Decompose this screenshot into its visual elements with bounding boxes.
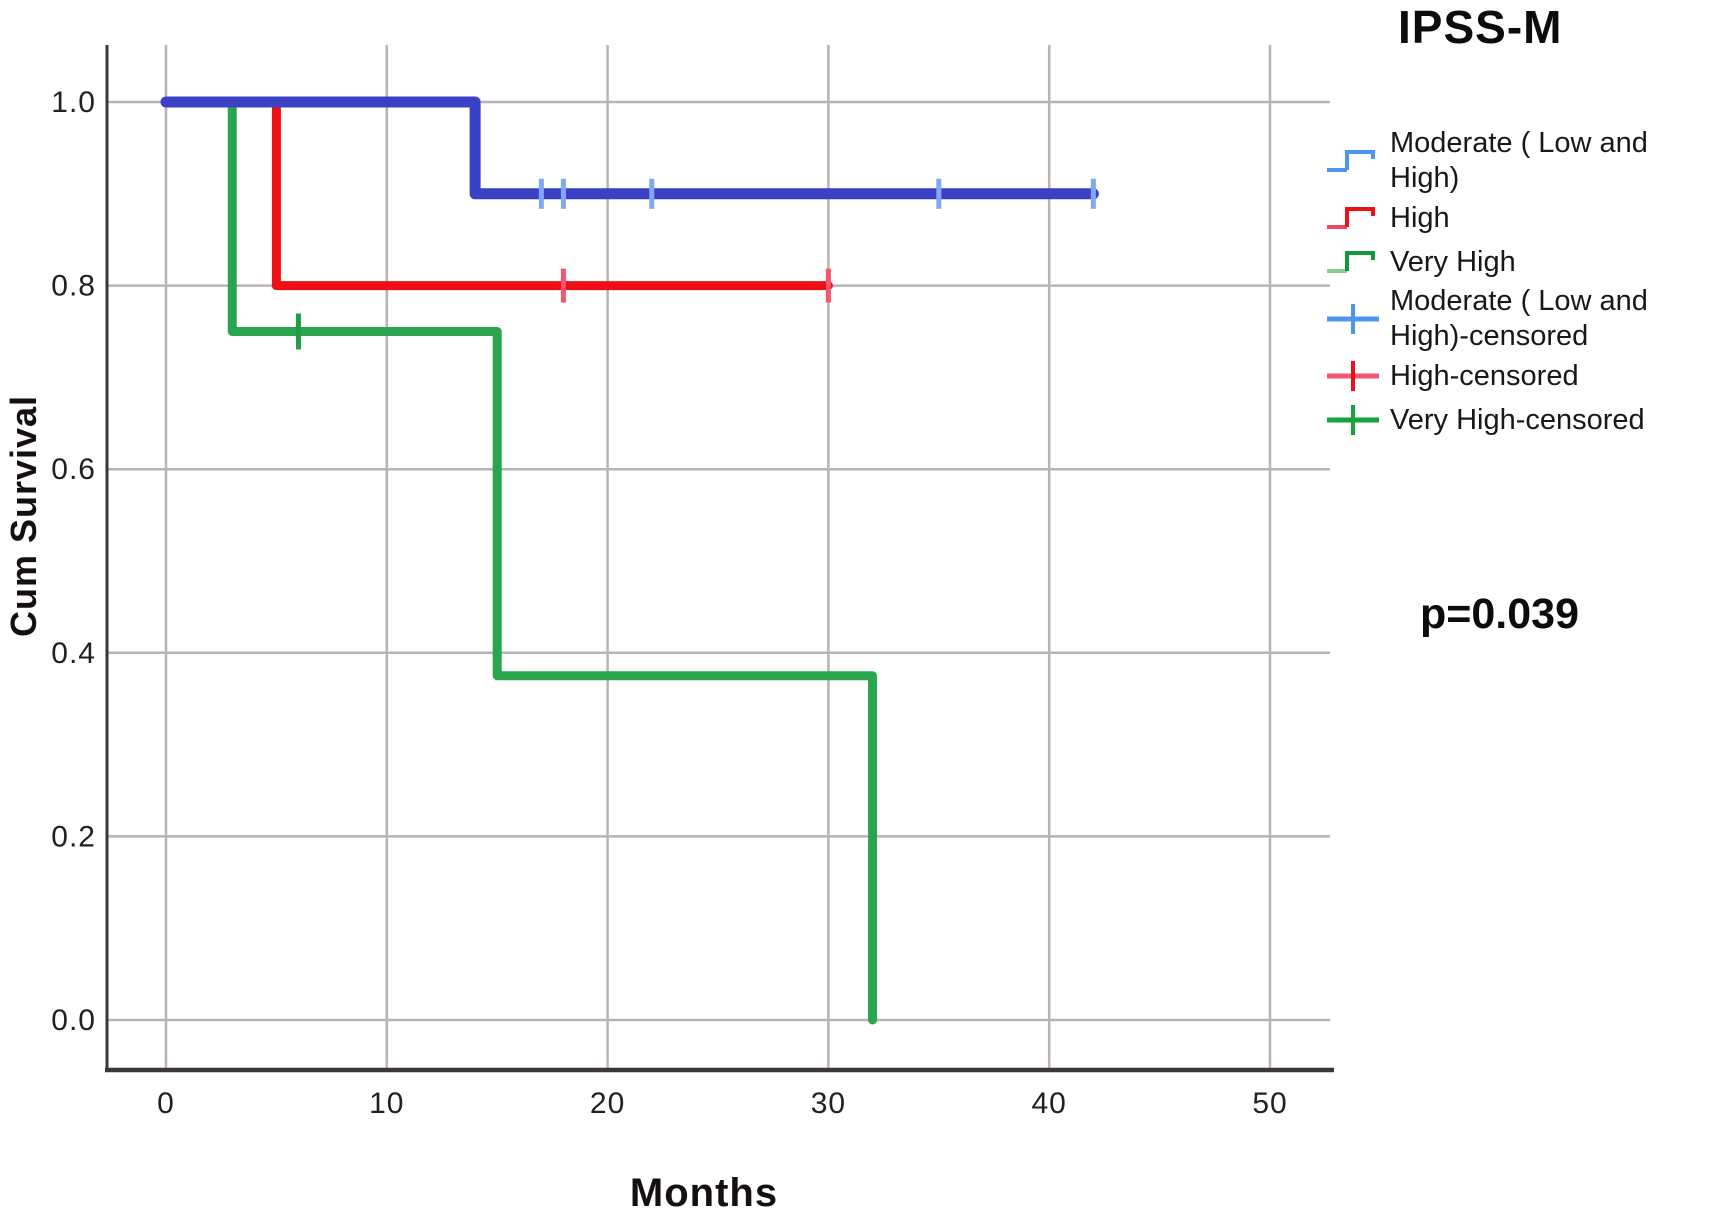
legend-item-label: Moderate ( Low and High)-censored xyxy=(1390,285,1648,352)
y-tick-label: 1.0 xyxy=(51,86,96,119)
legend-item-moderate-low-and-high: Moderate ( Low and High) xyxy=(1326,126,1718,196)
legend-item-moderate-low-and-high-censored: Moderate ( Low and High)-censored xyxy=(1326,284,1718,354)
axes xyxy=(105,45,1334,1073)
legend-item-label: Moderate ( Low and High) xyxy=(1390,127,1648,194)
legend-step-line-icon xyxy=(1327,207,1375,229)
legend-censored-cross-icon xyxy=(1327,304,1379,334)
legend-item-label: High-censored xyxy=(1390,359,1579,392)
y-tick-label: 0.6 xyxy=(51,453,96,486)
chart-title: IPSS-M xyxy=(1398,1,1563,53)
legend-item-very-high: Very High xyxy=(1326,240,1718,284)
legend-item-very-high-censored: Very High-censored xyxy=(1326,398,1718,442)
survival-curves xyxy=(160,96,1099,1025)
p-value-annotation: p=0.039 xyxy=(1420,590,1579,638)
survival-curve-moderate-low-and-high xyxy=(160,96,1099,200)
legend-censored-cross-icon xyxy=(1327,361,1379,391)
legend-step-line-icon xyxy=(1327,251,1375,273)
legend-item-label: Very High xyxy=(1390,245,1516,278)
x-tick-label: 20 xyxy=(590,1087,625,1120)
tick-labels: 0 10 20 30 40 50 1.0 0.8 0.6 0.4 0.2 0.0 xyxy=(51,86,1287,1120)
x-axis-label: Months xyxy=(630,1171,778,1215)
x-tick-label: 10 xyxy=(369,1087,404,1120)
y-tick-label: 0.0 xyxy=(51,1004,96,1037)
y-axis-label: Cum Survival xyxy=(3,395,44,637)
y-tick-label: 0.4 xyxy=(51,637,96,670)
legend-item-label: High xyxy=(1390,201,1450,234)
x-tick-label: 50 xyxy=(1252,1087,1287,1120)
legend-step-line-icon xyxy=(1327,150,1375,172)
y-tick-label: 0.8 xyxy=(51,270,96,303)
legend-censored-cross-icon xyxy=(1327,405,1379,435)
y-tick-label: 0.2 xyxy=(51,820,96,853)
legend-item-high: High xyxy=(1326,196,1718,240)
x-tick-label: 30 xyxy=(811,1087,846,1120)
legend-item-label: Very High-censored xyxy=(1390,403,1645,436)
legend-item-high-censored: High-censored xyxy=(1326,354,1718,398)
legend: Moderate ( Low and High) High Very High Mod… xyxy=(1326,126,1718,442)
x-tick-label: 40 xyxy=(1032,1087,1067,1120)
x-tick-label: 0 xyxy=(157,1087,175,1120)
